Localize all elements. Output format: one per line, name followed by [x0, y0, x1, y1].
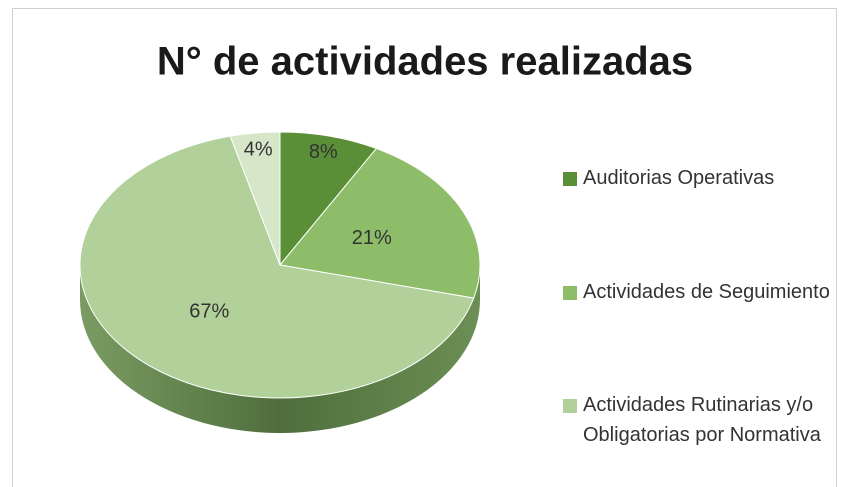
legend: Auditorias Operativas Actividades de Segu…: [563, 163, 831, 450]
legend-entry: Actividades Rutinarias y/o Obligatorias …: [563, 390, 831, 450]
legend-swatch: [563, 172, 577, 186]
legend-entry: Auditorias Operativas: [563, 163, 831, 193]
pie-side: [80, 265, 480, 433]
legend-swatch: [563, 399, 577, 413]
data-label: 4%: [244, 138, 273, 160]
legend-label: Auditorias Operativas: [583, 167, 775, 189]
legend-entry: Actividades de Seguimiento: [563, 277, 831, 307]
chart-frame: [12, 8, 837, 487]
data-label: 8%: [309, 141, 338, 163]
pie-slice: [79, 135, 475, 399]
legend-label: Actividades de Seguimiento: [583, 280, 830, 303]
pie-slice: [279, 147, 481, 299]
data-label: 67%: [189, 300, 229, 322]
data-label: 21%: [352, 227, 392, 249]
pie-slice: [279, 131, 378, 267]
legend-swatch: [563, 285, 577, 300]
legend-label: Actividades Rutinarias y/o Obligatorias …: [583, 394, 821, 446]
pie-slice: [229, 131, 281, 266]
chart-title: N° de actividades realizadas: [157, 40, 693, 84]
